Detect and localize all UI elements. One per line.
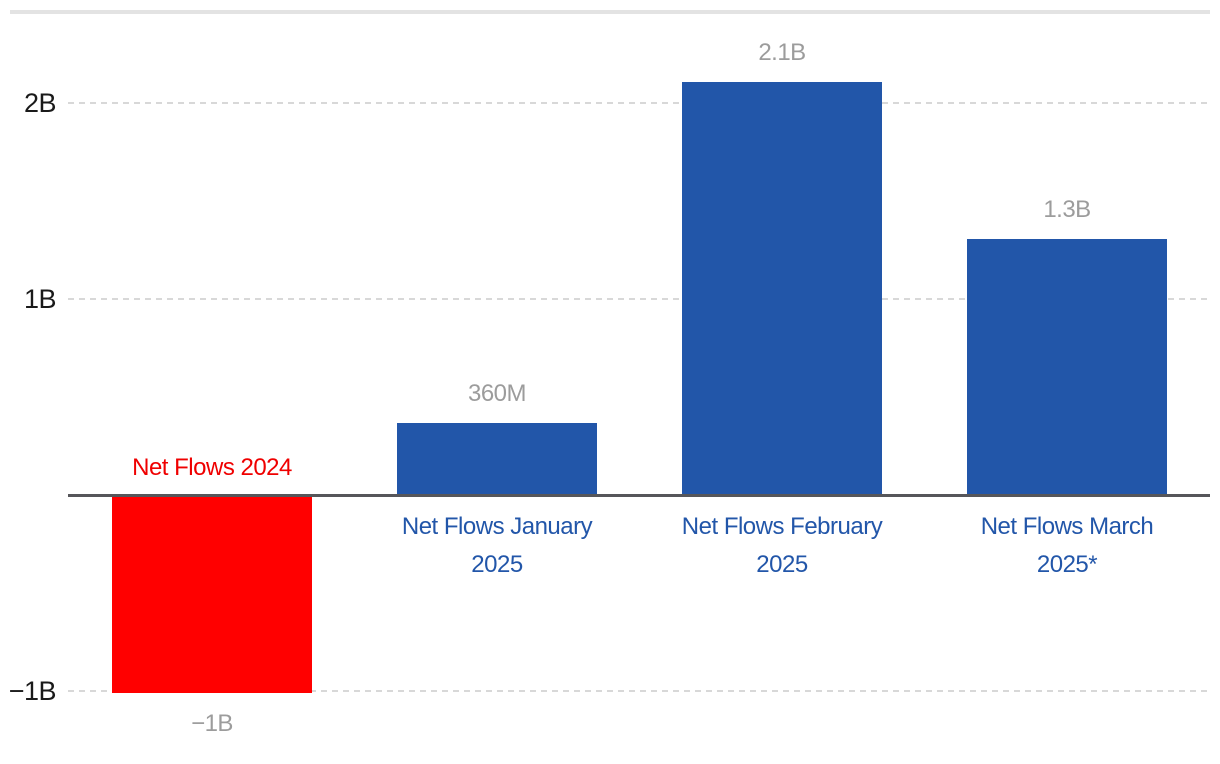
bar-net-flows-march-2025: [967, 239, 1167, 494]
bar-category-label: Net Flows March 2025*: [980, 513, 1154, 578]
bar-net-flows-january-2025: [397, 423, 597, 494]
y-axis-tick-label-minus-1b: −1B: [8, 676, 57, 706]
gridline-minus-1b: [68, 690, 1210, 692]
x-axis-line: [68, 494, 1210, 497]
top-divider-line: [10, 10, 1210, 14]
y-axis-tick-label-1b: 1B: [23, 284, 57, 314]
bar-value-label: 360M: [467, 380, 527, 408]
gridline-2b: [68, 102, 1210, 104]
bar-value-label: 1.3B: [1043, 196, 1091, 224]
bar-category-label: Net Flows January 2025: [401, 513, 593, 578]
bar-net-flows-2024: [112, 497, 312, 693]
bar-category-label: Net Flows 2024: [132, 454, 292, 481]
bar-net-flows-february-2025: [682, 82, 882, 494]
bar-value-label: −1B: [191, 710, 233, 737]
bar-value-label: 2.1B: [758, 39, 806, 67]
gridline-1b: [68, 298, 1210, 300]
y-axis-tick-label-2b: 2B: [23, 88, 57, 118]
bar-category-label: Net Flows February 2025: [681, 513, 883, 578]
